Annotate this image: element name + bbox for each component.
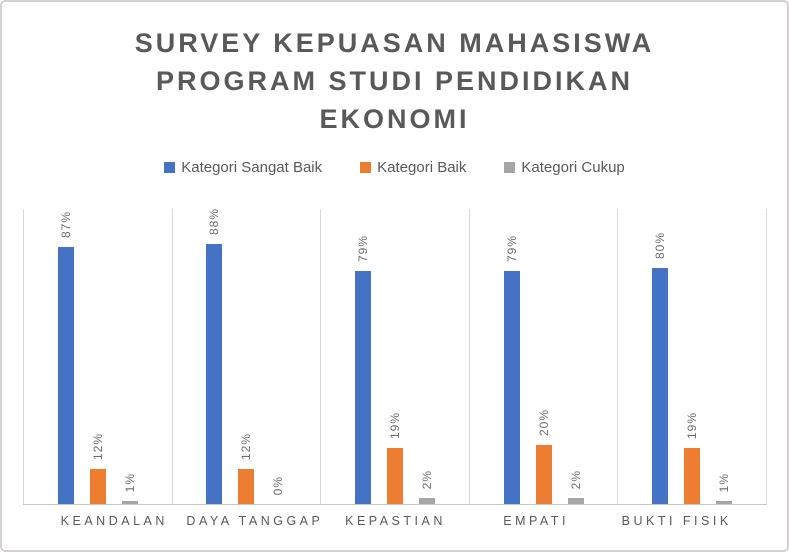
bar-col-kategori-sangat-baik: 80% — [652, 209, 669, 504]
legend-label: Kategori Sangat Baik — [181, 159, 323, 176]
legend-marker-icon — [504, 162, 516, 173]
data-label: 19% — [685, 411, 700, 439]
bar-group-kepastian: 79% 19% 2% — [320, 209, 469, 504]
legend-item-kategori-baik: Kategori Baik — [360, 159, 466, 176]
bar-col-kategori-sangat-baik: 88% — [206, 208, 223, 504]
bar-kategori-baik-empati — [535, 445, 552, 504]
legend-label: Kategori Cukup — [521, 159, 625, 176]
bar-col-kategori-cukup: 2% — [567, 209, 584, 504]
bar-kategori-sangat-baik-kepastian — [354, 270, 371, 504]
x-axis-labels: KEANDALAN DAYA TANGGAP KEPASTIAN EMPATI BUKT… — [44, 505, 747, 528]
data-label: 12% — [90, 432, 105, 460]
bar-col-kategori-cukup: 2% — [418, 209, 435, 504]
bar-col-kategori-baik: 20% — [535, 209, 552, 504]
x-axis-label-empati: EMPATI — [503, 514, 569, 528]
chart-title-line-1: SURVEY KEPUASAN MAHASISWA — [134, 28, 655, 58]
x-axis-label-daya-tanggap: DAYA TANGGAP — [186, 514, 324, 528]
bar-col-kategori-cukup: 1% — [716, 209, 733, 504]
data-label: 79% — [355, 234, 370, 262]
chart-title-line-2: PROGRAM STUDI PENDIDIKAN — [155, 66, 633, 96]
data-label: 2% — [419, 469, 434, 490]
bar-kategori-sangat-baik-empati — [503, 270, 520, 504]
bar-kategori-sangat-baik-daya-tanggap — [206, 244, 223, 504]
legend-marker-icon — [164, 162, 176, 173]
data-label: 79% — [504, 234, 519, 262]
x-axis-label-kepastian: KEPASTIAN — [345, 514, 446, 528]
bar-col-kategori-sangat-baik: 79% — [503, 209, 520, 504]
legend-label: Kategori Baik — [377, 159, 467, 176]
x-axis-label-bukti-fisik: BUKTI FISIK — [621, 514, 732, 528]
data-label: 1% — [122, 472, 137, 493]
data-label: 0% — [271, 475, 286, 495]
chart-legend: Kategori Sangat Baik Kategori Baik Kategor… — [2, 159, 787, 176]
legend-marker-icon — [360, 162, 372, 173]
bar-kategori-cukup-bukti-fisik — [716, 501, 733, 504]
plot-area: 87% 12% 1% 88% 12% 0% 79% 19% 2% 79% 20% 2% 80% 19% 1%… — [23, 208, 767, 528]
bar-group-bukti-fisik: 80% 19% 1% — [617, 209, 767, 504]
bar-group-empati: 79% 20% 2% — [468, 209, 618, 504]
bar-kategori-baik-keandalan — [89, 468, 106, 504]
bar-kategori-cukup-kepastian — [418, 498, 435, 504]
bar-kategori-cukup-empati — [567, 498, 584, 504]
data-label: 80% — [653, 231, 668, 259]
chart-title: SURVEY KEPUASAN MAHASISWA PROGRAM STUDI … — [2, 24, 787, 138]
bar-kategori-baik-kepastian — [386, 447, 403, 504]
legend-item-kategori-sangat-baik: Kategori Sangat Baik — [164, 159, 322, 176]
data-label: 88% — [207, 208, 222, 236]
bar-col-kategori-cukup: 0% — [270, 209, 286, 504]
bar-kategori-sangat-baik-keandalan — [57, 247, 74, 504]
data-label: 2% — [568, 469, 583, 490]
bar-kategori-baik-daya-tanggap — [238, 468, 255, 504]
bar-kategori-baik-bukti-fisik — [684, 447, 701, 504]
bar-kategori-sangat-baik-bukti-fisik — [652, 268, 669, 504]
chart-title-line-3: EKONOMI — [319, 104, 470, 134]
legend-item-kategori-cukup: Kategori Cukup — [504, 159, 625, 176]
bar-kategori-cukup-keandalan — [121, 501, 138, 504]
bar-col-kategori-sangat-baik: 87% — [57, 209, 74, 504]
bar-col-kategori-baik: 12% — [89, 209, 106, 504]
bar-group-daya-tanggap: 88% 12% 0% — [171, 208, 321, 504]
plot-grid: 87% 12% 1% 88% 12% 0% 79% 19% 2% 79% 20% 2% 80% 19% 1% — [23, 208, 767, 505]
data-label: 19% — [387, 411, 402, 439]
bar-col-kategori-baik: 19% — [684, 209, 701, 504]
bar-col-kategori-baik: 12% — [238, 209, 255, 504]
bar-col-kategori-sangat-baik: 79% — [354, 209, 371, 504]
data-label: 87% — [58, 211, 73, 239]
data-label: 20% — [536, 408, 551, 436]
data-label: 1% — [717, 472, 732, 493]
x-axis-label-keandalan: KEANDALAN — [60, 514, 168, 528]
bar-col-kategori-baik: 19% — [386, 209, 403, 504]
bar-col-kategori-cukup: 1% — [121, 209, 138, 504]
data-label: 12% — [239, 432, 254, 460]
bar-group-keandalan: 87% 12% 1% — [23, 209, 172, 504]
